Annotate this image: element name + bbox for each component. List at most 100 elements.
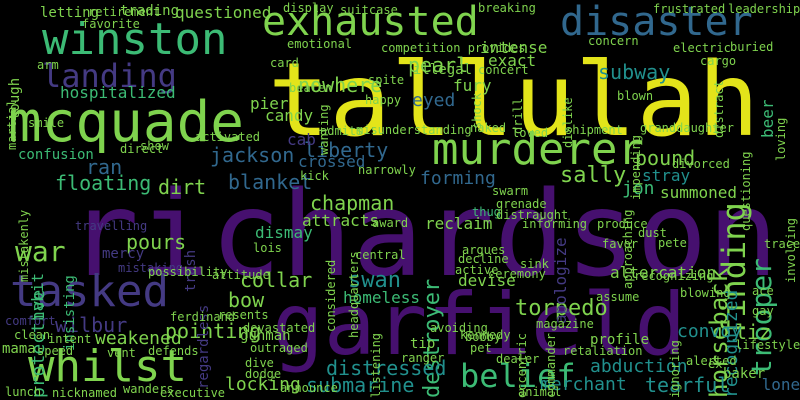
word-pier: pier (250, 94, 289, 113)
word-whilst: whilst (28, 341, 187, 392)
word-narrowly: narrowly (358, 163, 416, 177)
word-jon: jon (622, 178, 655, 199)
word-liz: liz (735, 320, 772, 344)
word-ran: ran (86, 155, 123, 179)
word-ace: ace (752, 284, 774, 298)
word-speed: speed (37, 344, 74, 358)
word-misunderstanding: misunderstanding (356, 123, 472, 137)
word-animal: animal (518, 385, 562, 399)
word-apologize: apologize (551, 237, 570, 325)
word-competition-provides: competition provides (381, 41, 526, 55)
word-ranger: ranger (401, 351, 445, 365)
word-blowing: blowing (680, 286, 731, 300)
word-lunch: lunch (5, 385, 42, 399)
word-clean: clean (14, 328, 51, 342)
word-abduction: abduction (590, 356, 688, 377)
word-illegal: illegal (413, 62, 473, 78)
word-granddaughter: granddaughter (640, 121, 734, 135)
word-recognizing: recognizing (634, 269, 714, 283)
word-devise: devise (458, 271, 516, 290)
word-decline: decline (458, 252, 509, 266)
word-convoy: convoy (677, 321, 743, 342)
word-ex: ex (708, 357, 723, 371)
word-suitcase: suitcase (340, 3, 398, 17)
word-dust: dust (638, 226, 667, 240)
word-travelling: travelling (75, 219, 148, 233)
word-ceremony: ceremony (488, 267, 546, 281)
word-drill: drill (511, 97, 525, 134)
word-dismay: dismay (255, 223, 313, 242)
word-dive: dive (245, 356, 274, 370)
word-merchant: merchant (540, 374, 627, 395)
word-smile: smile (28, 116, 65, 130)
word-disaster: disaster (560, 0, 753, 45)
word-trace: trace (764, 237, 800, 251)
word-outraged: outraged (250, 341, 308, 355)
word-informing: informing (522, 217, 588, 231)
word-loving: loving (774, 117, 788, 162)
word-beaten: beaten (289, 81, 333, 95)
word-possibility: possibility (148, 265, 228, 279)
word-produce: produce (597, 217, 648, 231)
word-attracts: attracts (302, 211, 380, 230)
word-thug: thug (472, 205, 501, 219)
word-favorite: favorite (82, 17, 140, 31)
word-lone: lone (761, 375, 800, 394)
word-tallulah: tallulah (268, 41, 760, 160)
word-liberty: liberty (304, 138, 389, 162)
word-emotional: emotional (287, 37, 353, 51)
word-award: award (372, 216, 409, 230)
word-richardson: richardson (68, 165, 779, 303)
word-baker: baker (723, 366, 766, 382)
word-letting: letting (40, 5, 100, 21)
word-headquarters: headquarters (347, 251, 361, 339)
word-dodge: dodge (245, 367, 282, 381)
word-lifestyle: lifestyle (735, 338, 800, 352)
word-listening: listening (369, 332, 383, 398)
word-concert: concert (478, 63, 529, 77)
word-distraught: distraught (496, 208, 569, 222)
word-swan: swan (348, 268, 401, 293)
word-direct: direct (120, 142, 164, 156)
word-activated: activated (195, 130, 261, 144)
word-swarm: swarm (492, 184, 529, 198)
word-pours: pours (126, 230, 187, 254)
word-leadership: leadership (728, 2, 800, 16)
word-blanket: blanket (228, 170, 313, 194)
word-distract: distract (712, 79, 726, 138)
word-questioned: questioned (175, 3, 272, 22)
word-exact: exact (488, 51, 537, 70)
word-distressed: distressed (326, 356, 447, 380)
word-blown: blown (617, 89, 654, 103)
word-kick: kick (300, 169, 329, 183)
word-mistaking: mistaking (118, 261, 184, 275)
word-collar: collar (240, 268, 313, 292)
word-ferdinand: ferdinand (170, 310, 236, 324)
word-assume: assume (596, 290, 640, 304)
word-executive: executive (160, 386, 226, 400)
word-nicknamed: nicknamed (52, 386, 118, 400)
word-mama: mama (2, 341, 36, 357)
word-devastated: devastated (243, 321, 316, 335)
word-war: war (15, 235, 66, 268)
word-kennedy: kennedy (460, 328, 511, 342)
word-tasked: tasked (10, 266, 169, 317)
word-buried: buried (730, 40, 774, 54)
word-pointing: pointing (165, 319, 262, 343)
word-retirement: retirement (88, 5, 161, 19)
word-tip: tip (410, 336, 436, 352)
word-torpedo: torpedo (515, 296, 608, 321)
word-mistakenly: mistakenly (17, 209, 31, 282)
word-landing: landing (42, 57, 177, 95)
word-trading: trading (120, 3, 180, 19)
word-comfort: comfort (5, 314, 56, 328)
word-happy: happy (365, 93, 402, 107)
word-intent: intent (48, 332, 92, 346)
word-avoiding: avoiding (430, 321, 488, 335)
word-vent: vent (107, 346, 136, 360)
word-cargo: cargo (700, 54, 737, 68)
word-crossed: crossed (298, 152, 366, 171)
word-show: show (140, 139, 169, 153)
word-shipment: shipment (565, 123, 623, 137)
